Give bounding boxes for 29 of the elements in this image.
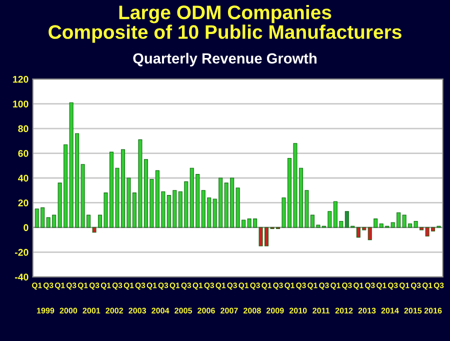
text: 2008 — [244, 308, 261, 314]
text: 2010 — [289, 308, 307, 314]
y-tick-label: 80 — [18, 125, 28, 132]
text: 2003 — [128, 308, 146, 314]
text: 2012 — [335, 308, 353, 314]
text: 2002 — [106, 308, 124, 314]
y-tick-label: 40 — [18, 174, 28, 182]
text: 2009 — [266, 308, 284, 314]
text: 2013 — [358, 308, 376, 314]
chart-title: Large ODM Companies Composite of 10 Public Manufacturers — [48, 4, 402, 43]
text: 2004 — [152, 308, 170, 314]
text: 2007 — [220, 308, 238, 314]
text: 2006 — [198, 308, 215, 314]
y-tick-label: 0 — [24, 224, 28, 232]
text: 2005 — [174, 308, 192, 314]
y-tick-label: 120 — [13, 76, 28, 83]
y-tick-label: -20 — [15, 248, 28, 256]
text: 2001 — [82, 308, 100, 314]
chart-subtitle: Quarterly Revenue Growth — [133, 52, 316, 66]
y-tick-label: 20 — [18, 199, 28, 206]
text: 2016 — [424, 308, 442, 314]
text: 2015 — [404, 308, 422, 314]
y-tick-label: 60 — [18, 150, 28, 157]
text: 2000 — [60, 308, 78, 314]
y-tick-label: -40 — [15, 274, 28, 281]
text: 1999 — [37, 308, 54, 314]
y-tick-label: 100 — [13, 100, 28, 108]
text: 2011 — [312, 308, 330, 314]
text: 2014 — [381, 308, 399, 314]
